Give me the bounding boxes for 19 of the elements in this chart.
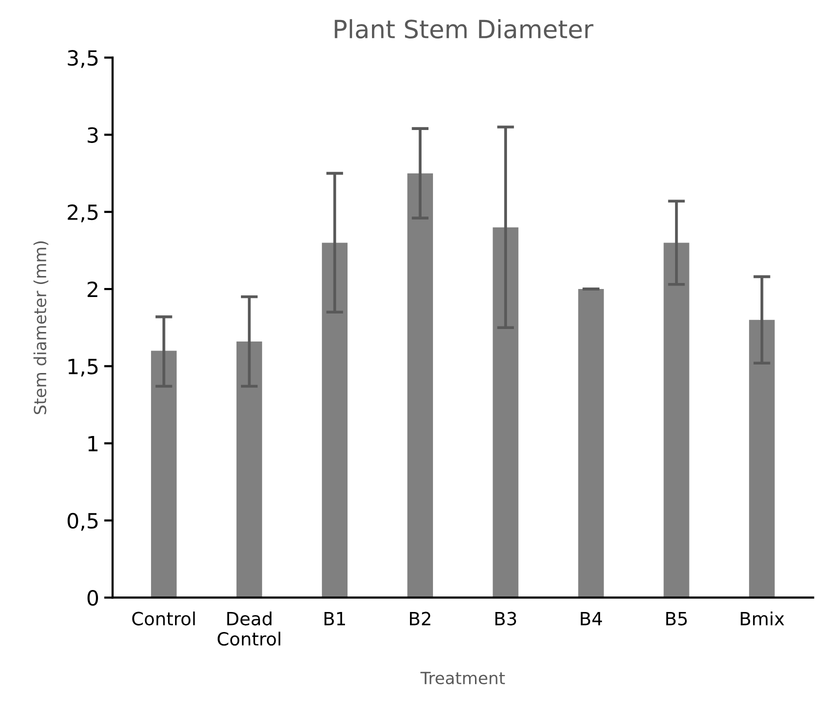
x-tick-label: B3	[495, 612, 516, 626]
y-tick-label: 1,5	[68, 358, 98, 377]
y-tick-label: 0,5	[68, 512, 98, 531]
x-tick-label: Control	[132, 611, 195, 626]
y-tick-label: 3	[88, 127, 98, 143]
x-axis-title: Treatment	[420, 672, 505, 684]
y-tick-label: 0	[88, 590, 98, 606]
y-tick-label: 3,5	[68, 50, 98, 68]
y-axis-title: Stem diameter (mm)	[33, 241, 48, 414]
x-tick-label: B4	[580, 612, 602, 626]
x-tick-label: B1	[324, 612, 345, 626]
y-tick-label: 1	[88, 436, 98, 452]
chart-title: Plant Stem Diameter	[334, 19, 594, 39]
x-tick-label: B5	[666, 612, 687, 626]
y-tick-label: 2	[88, 281, 98, 297]
x-tick-label: B2	[410, 612, 430, 626]
x-tick-label: Dead Control	[218, 611, 280, 646]
y-tick-label: 2,5	[68, 204, 98, 222]
x-tick-label: Bmix	[740, 611, 784, 626]
